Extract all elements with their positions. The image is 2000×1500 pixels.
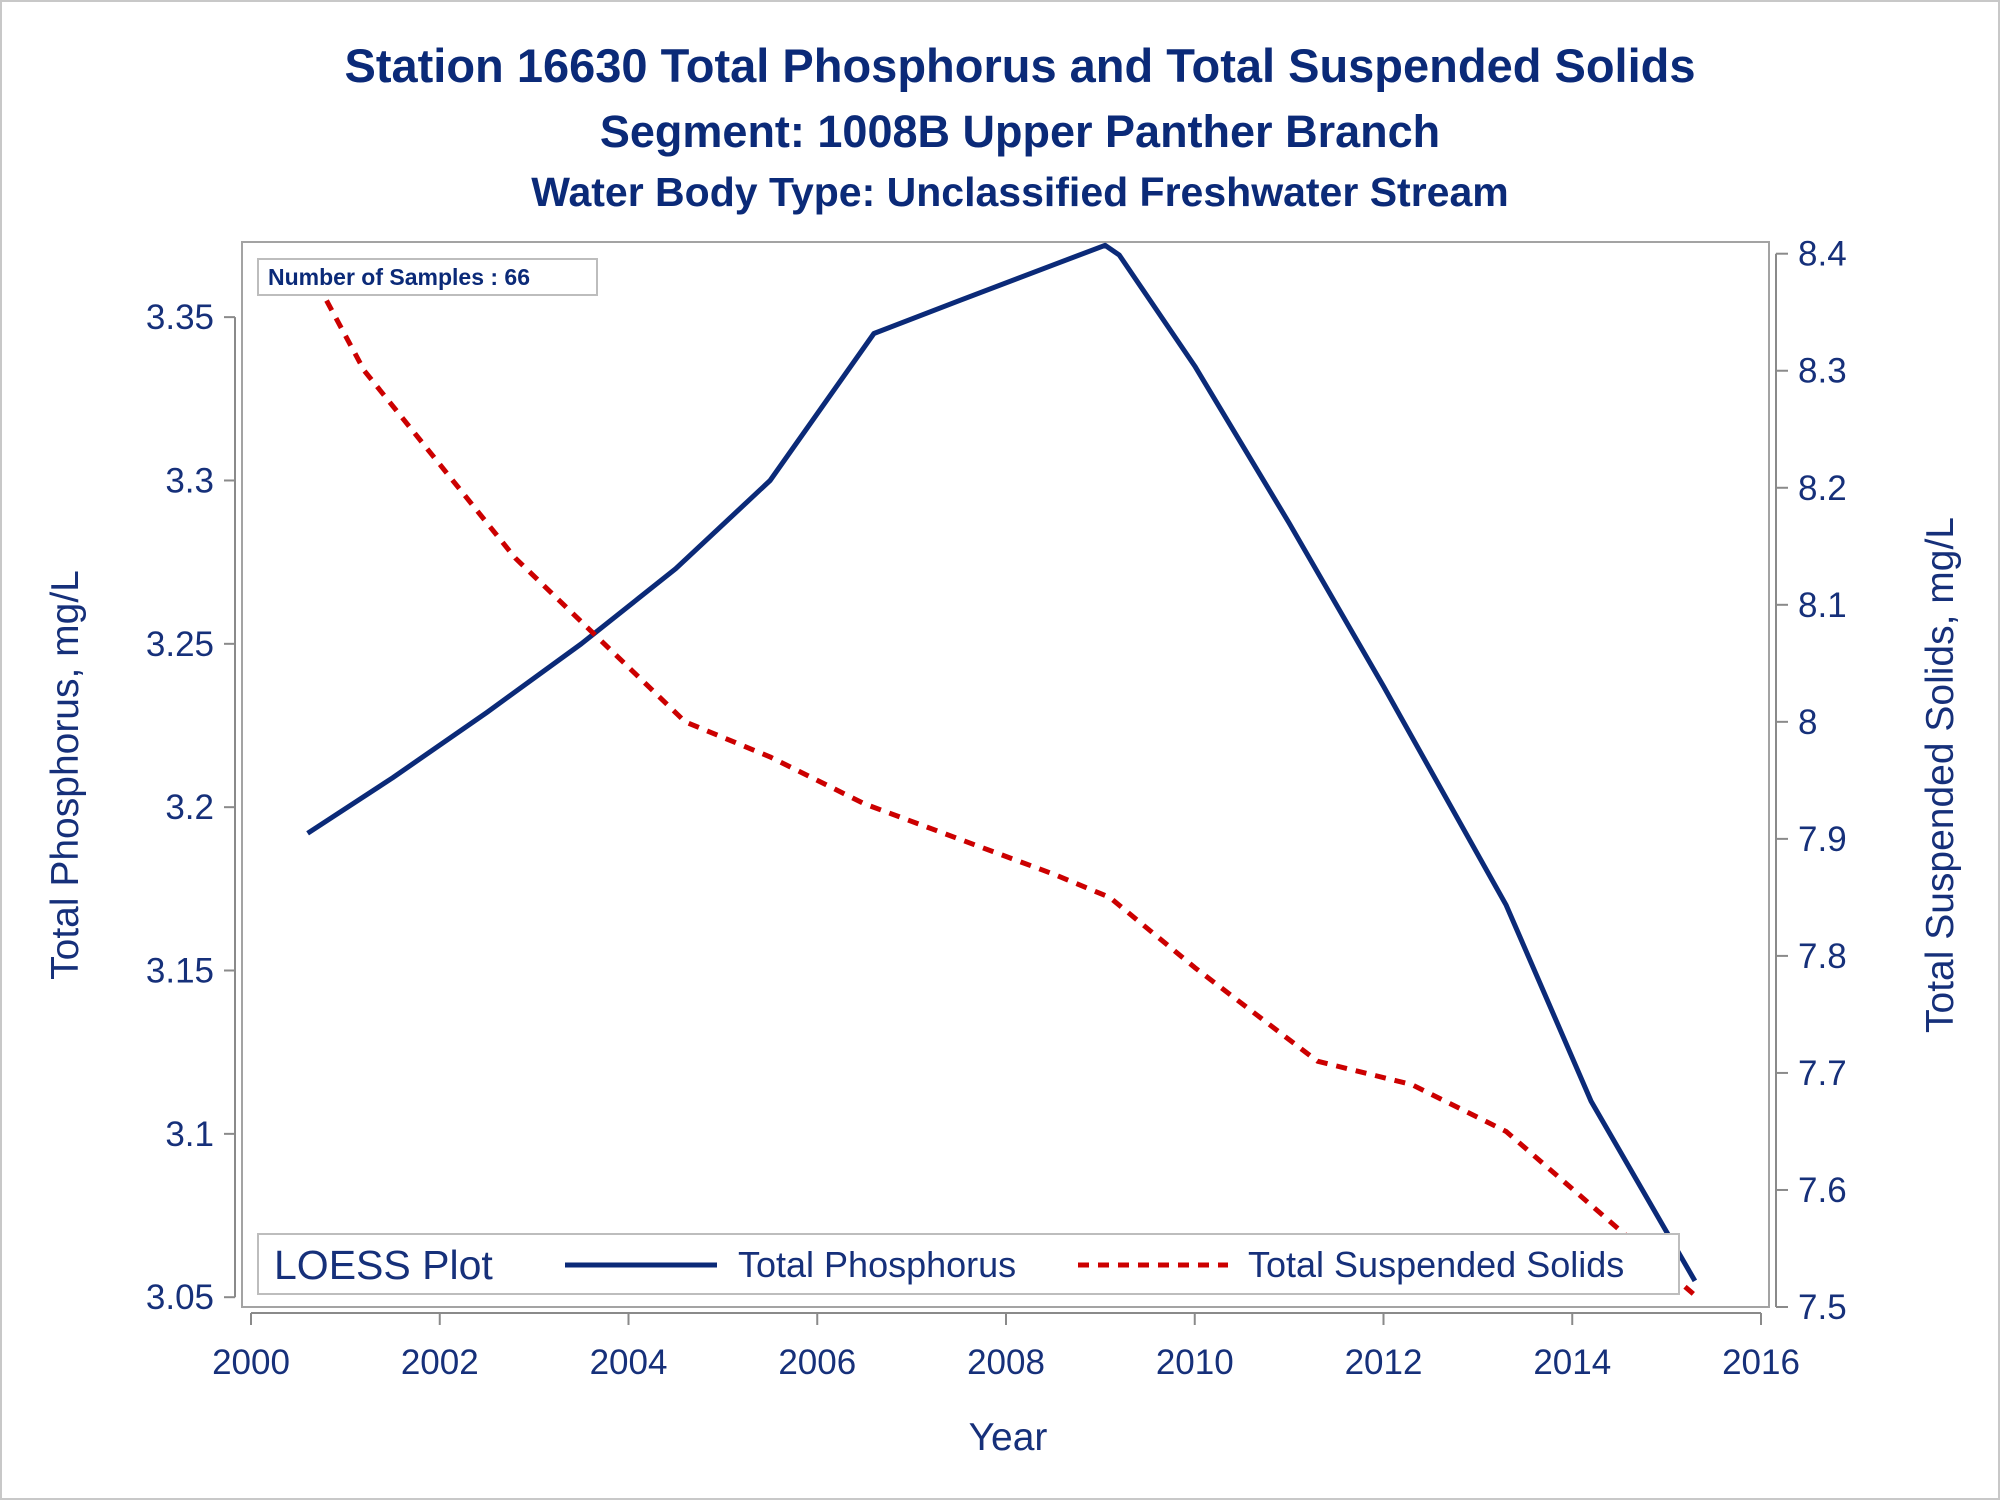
y-left-tick-label: 3.25 [146,625,214,664]
y-axis-left-label: Total Phosphorus, mg/L [44,570,87,980]
y-right-tick-label: 7.6 [1798,1171,1847,1210]
legend-label-total-phosphorus: Total Phosphorus [738,1244,1016,1285]
y-right-tick-label: 7.5 [1798,1288,1847,1327]
x-axis: 2000 2002 2004 2006 2008 2010 2012 2014 2016 [212,1312,1800,1382]
x-tick-label: 2010 [1156,1343,1234,1382]
y-left-tick-label: 3.2 [165,788,214,827]
y-right-tick-label: 8.1 [1798,586,1847,625]
legend: LOESS Plot Total Phosphorus Total Suspen… [257,1233,1680,1295]
y-left-tick-label: 3.15 [146,952,214,991]
y-left-tick-label: 3.1 [165,1115,214,1154]
x-tick-label: 2002 [401,1343,479,1382]
series-line-total-phosphorus [306,242,1698,1283]
x-tick-label: 2000 [212,1343,290,1382]
y-left-tick-label: 3.3 [165,461,214,500]
y-right-tick-label: 7.7 [1798,1054,1847,1093]
y-axis-right-label: Total Suspended Solids, mg/L [1919,517,1962,1033]
sample-count-box [257,258,598,296]
x-tick-label: 2006 [778,1343,856,1382]
legend-title: LOESS Plot [274,1242,493,1288]
legend-label-total-suspended-solids: Total Suspended Solids [1248,1244,1624,1285]
chart-title: Station 16630 Total Phosphorus and Total… [345,39,1696,92]
y-left-tick-label: 3.35 [146,298,214,337]
y-right-tick-label: 8.3 [1798,352,1847,391]
plot-frame [241,241,1770,1308]
y-axis-right: 7.5 7.6 7.7 7.8 7.9 8 8.1 8.2 8.3 8.4 [1775,235,1847,1327]
x-tick-label: 2012 [1345,1343,1423,1382]
x-axis-label: Year [969,1416,1048,1459]
y-right-tick-label: 7.8 [1798,937,1847,976]
series-layer [305,242,1698,1298]
x-tick-label: 2008 [967,1343,1045,1382]
y-right-tick-label: 8 [1798,703,1817,742]
y-left-tick-label: 3.05 [146,1278,214,1317]
y-right-tick-label: 8.4 [1798,235,1847,274]
chart-subtitle-2: Water Body Type: Unclassified Freshwater… [531,169,1508,215]
y-axis-left: 3.05 3.1 3.15 3.2 3.25 3.3 3.35 [146,298,236,1317]
sample-count-inset: Number of Samples : 66 [257,258,598,296]
legend-box [257,1233,1680,1295]
y-right-tick-label: 8.2 [1798,469,1847,508]
series-line-total-suspended-solids [305,264,1697,1298]
chart-subtitle: Segment: 1008B Upper Panther Branch [600,106,1440,157]
x-tick-label: 2016 [1722,1343,1800,1382]
x-tick-label: 2014 [1533,1343,1611,1382]
x-tick-label: 2004 [590,1343,668,1382]
y-right-tick-label: 7.9 [1798,820,1847,859]
sample-count-text: Number of Samples : 66 [268,264,530,290]
